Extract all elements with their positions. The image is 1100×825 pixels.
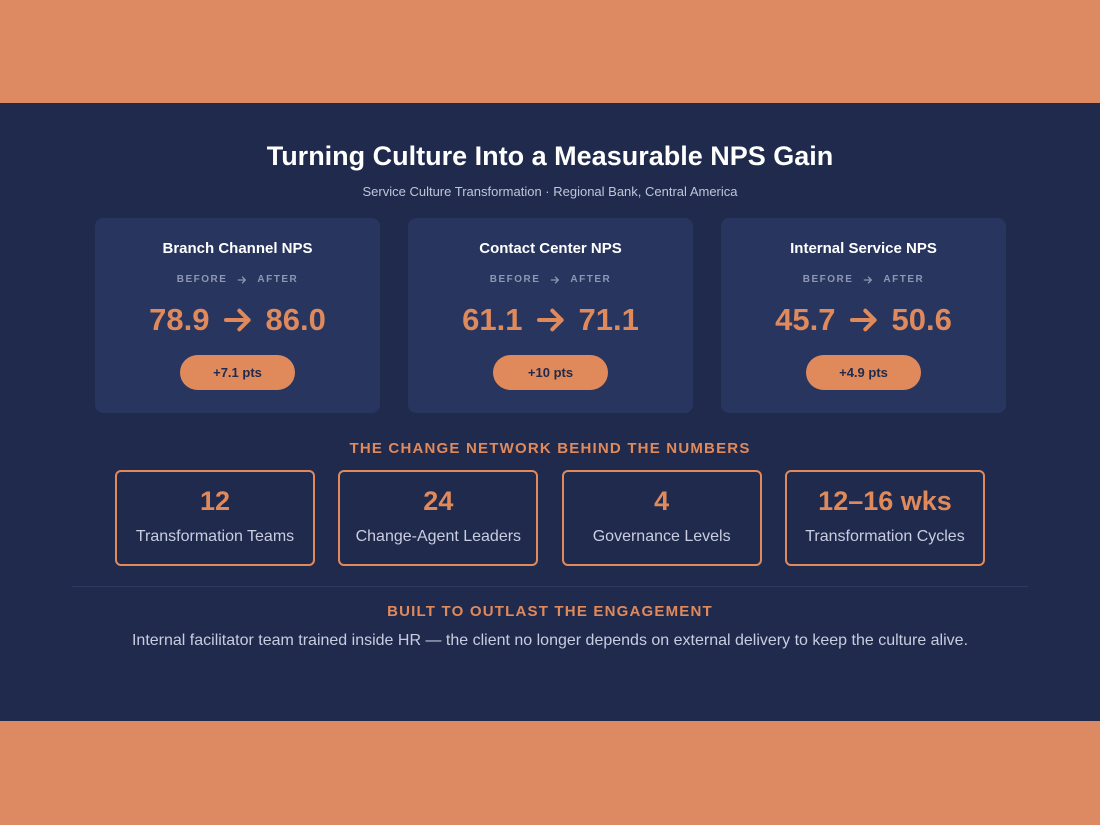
stat-box: 12 Transformation Teams: [115, 470, 315, 566]
after-label: AFTER: [570, 274, 612, 285]
before-score: 45.7: [775, 302, 836, 337]
stat-value: 12–16 wks: [818, 486, 952, 516]
before-score: 78.9: [149, 302, 210, 337]
arrow-path: [238, 275, 247, 284]
card-title: Internal Service NPS: [790, 240, 937, 257]
arrow-icon: [849, 308, 877, 332]
section-heading: THE CHANGE NETWORK BEHIND THE NUMBERS: [349, 440, 751, 457]
card-title: Branch Channel NPS: [162, 240, 313, 257]
arrow-path: [551, 275, 560, 284]
card-title: Contact Center NPS: [479, 240, 622, 257]
arrow-icon: [551, 275, 560, 284]
divider: [72, 586, 1028, 587]
arrow-path: [536, 308, 564, 332]
stat-row: 12 Transformation Teams 24 Change-Agent Lea…: [115, 470, 985, 566]
arrow-icon: [238, 275, 247, 284]
stat-label: Governance Levels: [592, 528, 731, 545]
arrow-icon: [223, 308, 251, 332]
stat-value: 24: [423, 486, 454, 516]
arrow-path: [223, 308, 251, 332]
nps-card: Internal Service NPS BEFORE AFTER 45.7 50.6 +…: [721, 218, 1006, 413]
arrow-icon: [536, 308, 564, 332]
after-score: 71.1: [578, 302, 639, 337]
content-band: Turning Culture Into a Measurable NPS Ga…: [0, 103, 1100, 721]
nps-card: Contact Center NPS BEFORE AFTER 61.1 71.1 +10…: [408, 218, 693, 413]
after-score: 50.6: [891, 302, 952, 337]
change-pill: +10 pts: [493, 355, 608, 390]
before-label: BEFORE: [802, 274, 854, 285]
stat-value: 12: [199, 486, 231, 516]
stat-label: Change-Agent Leaders: [355, 528, 522, 545]
card-row: Branch Channel NPS BEFORE AFTER 78.9 86.0 +7.…: [95, 218, 1006, 413]
subtitle: Service Culture Transformation · Regiona…: [362, 184, 738, 199]
arrow-path: [849, 308, 877, 332]
stat-box: 12–16 wks Transformation Cycles: [784, 470, 985, 566]
stat-label: Transformation Teams: [135, 528, 295, 545]
change-pill: +7.1 pts: [180, 355, 295, 390]
before-after-labels: BEFORE AFTER: [721, 274, 1006, 285]
before-label: BEFORE: [176, 274, 228, 285]
after-score: 86.0: [265, 302, 326, 337]
score-row: 61.1 71.1: [408, 302, 693, 338]
before-score: 61.1: [462, 302, 523, 337]
title: Turning Culture Into a Measurable NPS Ga…: [266, 141, 834, 171]
nps-card: Branch Channel NPS BEFORE AFTER 78.9 86.0 +7.…: [95, 218, 380, 413]
arrow-path: [864, 275, 873, 284]
after-label: AFTER: [257, 274, 299, 285]
stat-label: Transformation Cycles: [805, 528, 965, 545]
score-row: 78.9 86.0: [95, 302, 380, 338]
section-heading: BUILT TO OUTLAST THE ENGAGEMENT: [387, 603, 713, 620]
stat-box: 4 Governance Levels: [561, 470, 762, 566]
score-row: 45.7 50.6: [721, 302, 1006, 338]
before-after-labels: BEFORE AFTER: [95, 274, 380, 285]
before-label: BEFORE: [489, 274, 541, 285]
arrow-icon: [864, 275, 873, 284]
stat-box: 24 Change-Agent Leaders: [338, 470, 539, 566]
before-after-labels: BEFORE AFTER: [408, 274, 693, 285]
section-text: Internal facilitator team trained inside…: [131, 632, 969, 649]
change-pill: +4.9 pts: [806, 355, 921, 390]
after-label: AFTER: [883, 274, 925, 285]
stat-value: 4: [654, 486, 670, 516]
